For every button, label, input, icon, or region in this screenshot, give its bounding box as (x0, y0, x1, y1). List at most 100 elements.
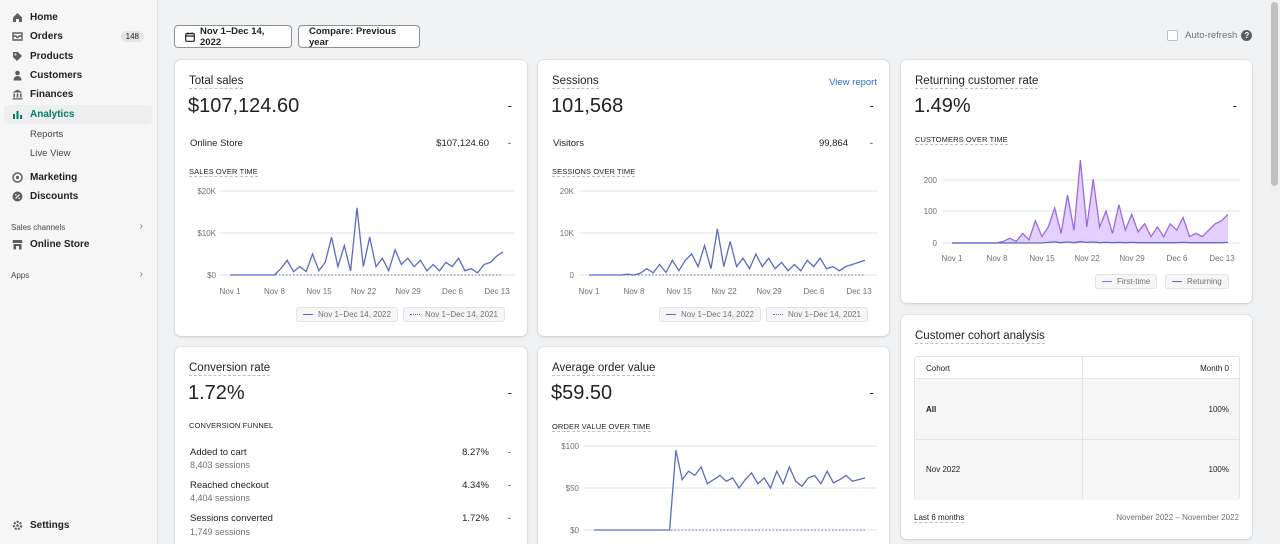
sidebar-item-online-store[interactable]: Online Store (4, 235, 152, 254)
sidebar-item-label: Orders (30, 31, 63, 42)
chart-heading[interactable]: SESSIONS OVER TIME (552, 167, 636, 177)
returning-rate-value: 1.49% (914, 95, 971, 117)
auto-refresh-toggle[interactable]: Auto-refresh ? (1167, 30, 1253, 41)
y-tick: 0 (933, 239, 938, 248)
x-tick: Nov 22 (711, 287, 737, 296)
card-title[interactable]: Average order value (552, 362, 656, 376)
sidebar-item-label: Discounts (30, 191, 79, 202)
compare-label: Compare: Previous year (309, 25, 397, 48)
funnel-step-change: - (507, 513, 511, 524)
customers-chart: 200 100 0 Nov 1 Nov 8 Nov 15 Nov 22 Nov 29 De… (924, 159, 1240, 263)
table-row: Nov 2022 100% (915, 440, 1239, 500)
x-tick: Nov 1 (220, 287, 241, 296)
sidebar-subitem-live-view[interactable]: Live View (30, 148, 71, 159)
funnel-step-label: Reached checkout (190, 480, 269, 491)
change-indicator: - (869, 98, 874, 113)
sidebar-item-analytics[interactable]: Analytics (4, 105, 152, 124)
sidebar-item-label: Online Store (30, 239, 90, 250)
sidebar-item-products[interactable]: Products (4, 47, 152, 66)
cohort-period-label[interactable]: Last 6 months (914, 513, 965, 523)
chevron-right-icon[interactable]: › (139, 221, 143, 232)
date-range-button[interactable]: Nov 1–Dec 14, 2022 (174, 25, 292, 48)
card-title[interactable]: Total sales (189, 75, 244, 89)
legend-item[interactable]: Nov 1–Dec 14, 2021 (766, 307, 868, 322)
sidebar-item-finances[interactable]: Finances (4, 85, 152, 104)
sidebar-item-label: Settings (30, 520, 70, 531)
card-title[interactable]: Conversion rate (189, 362, 271, 376)
chart-heading[interactable]: CUSTOMERS OVER TIME (915, 135, 1008, 145)
legend-item[interactable]: Nov 1–Dec 14, 2022 (296, 307, 398, 322)
sidebar-item-label: Finances (30, 89, 74, 100)
auto-refresh-label: Auto-refresh (1185, 30, 1238, 41)
legend-item[interactable]: Returning (1165, 274, 1229, 289)
customer-cohort-card: Customer cohort analysis Cohort Month 0 … (901, 315, 1252, 539)
sidebar-item-marketing[interactable]: Marketing (4, 168, 152, 187)
table-row: All 100% (915, 379, 1239, 440)
x-tick: Nov 15 (306, 287, 332, 296)
chart-heading[interactable]: ORDER VALUE OVER TIME (552, 422, 651, 432)
breakdown-label: Visitors (553, 138, 584, 149)
help-icon[interactable]: ? (1241, 30, 1253, 41)
x-tick: Nov 8 (987, 254, 1008, 263)
cohort-date-range: November 2022 – November 2022 (1116, 513, 1239, 522)
sidebar-item-label: Home (30, 12, 58, 23)
chart-heading[interactable]: SALES OVER TIME (189, 167, 258, 177)
auto-refresh-checkbox[interactable] (1167, 30, 1178, 41)
total-sales-card: Total sales $107,124.60 - Online Store $… (175, 60, 527, 336)
x-tick: Dec 6 (804, 287, 825, 296)
sidebar-subitem-reports[interactable]: Reports (30, 129, 64, 140)
cohort-value: 100% (1208, 405, 1229, 414)
orders-icon (12, 31, 23, 42)
y-tick: $20K (197, 187, 216, 196)
y-tick: $10K (197, 229, 216, 238)
sales-chart: $20K $10K $0 Nov 1 Nov 8 Nov 15 Nov 22 Nov 2… (197, 187, 515, 296)
card-title[interactable]: Sessions (552, 75, 599, 89)
column-header-cohort[interactable]: Cohort (926, 364, 951, 373)
y-tick: 100 (924, 207, 938, 216)
card-title[interactable]: Customer cohort analysis (915, 330, 1045, 344)
legend-item[interactable]: Nov 1–Dec 14, 2022 (659, 307, 761, 322)
calendar-icon (185, 32, 195, 42)
page-scrollbar[interactable] (1269, 0, 1280, 544)
x-tick: Nov 29 (1119, 254, 1145, 263)
legend-item[interactable]: First-time (1095, 274, 1158, 289)
sessions-chart: 20K 10K 0 Nov 1 Nov 8 Nov 15 Nov 22 Nov 29 De… (560, 187, 877, 296)
sidebar-item-orders[interactable]: Orders 148 (4, 27, 152, 46)
sidebar-item-label: Analytics (30, 109, 75, 120)
funnel-step-change: - (507, 480, 511, 491)
change-indicator: - (869, 385, 874, 400)
breakdown-value: 99,864 (818, 138, 848, 149)
series-line-2-1 (952, 241, 1229, 244)
funnel-step-percent: 8.27% (462, 447, 489, 458)
funnel-step-sessions: 1,749 sessions (190, 527, 251, 537)
sidebar-item-settings[interactable]: Settings (4, 516, 152, 535)
compare-button[interactable]: Compare: Previous year (298, 25, 420, 48)
series-area-fill (952, 160, 1228, 243)
x-tick: Dec 6 (442, 287, 463, 296)
average-order-value-card: Average order value $59.50 - ORDER VALUE… (538, 347, 889, 544)
scrollbar-thumb[interactable] (1271, 2, 1278, 186)
breakdown-label: Online Store (190, 138, 243, 149)
x-tick: Nov 15 (666, 287, 692, 296)
series-line-0-0 (230, 207, 504, 276)
column-header-month-0[interactable]: Month 0 (1200, 364, 1229, 373)
aov-value: $59.50 (551, 382, 613, 404)
chevron-right-icon[interactable]: › (139, 269, 143, 280)
x-tick: Nov 15 (1029, 254, 1055, 263)
apps-heading: Apps (11, 271, 30, 280)
conversion-rate-value: 1.72% (188, 382, 245, 404)
home-icon (12, 12, 23, 23)
sidebar-item-customers[interactable]: Customers (4, 66, 152, 85)
x-tick: Nov 29 (395, 287, 421, 296)
card-title[interactable]: Returning customer rate (915, 75, 1039, 89)
change-indicator: - (507, 98, 512, 113)
bar-chart-icon (12, 109, 23, 120)
legend-item[interactable]: Nov 1–Dec 14, 2021 (403, 307, 505, 322)
y-tick: 20K (560, 187, 575, 196)
series-line-1-0 (589, 228, 866, 276)
sidebar-item-home[interactable]: Home (4, 8, 152, 27)
breakdown-value: $107,124.60 (436, 138, 489, 149)
grid (220, 190, 515, 276)
view-report-link[interactable]: View report (829, 77, 877, 88)
sidebar-item-discounts[interactable]: Discounts (4, 187, 152, 206)
